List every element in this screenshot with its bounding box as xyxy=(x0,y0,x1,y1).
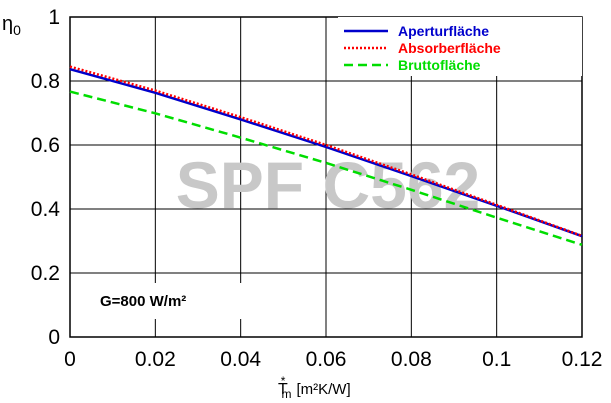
x-tick-label: 0.08 xyxy=(391,348,432,371)
y-tick-label: 0 xyxy=(48,326,60,349)
legend-label-apertur: Aperturfläche xyxy=(398,23,489,39)
y-tick-label: 1 xyxy=(48,6,60,29)
y-tick-label: 0.6 xyxy=(31,134,60,157)
x-tick-label: 0.12 xyxy=(562,348,603,371)
series-line-2 xyxy=(69,90,583,247)
legend: Aperturfläche Absorberfläche Bruttofläch… xyxy=(338,17,582,76)
y-axis-label: η0 xyxy=(2,13,21,38)
x-tick-label: 0 xyxy=(64,348,76,371)
x-tick-label: 0.06 xyxy=(306,348,347,371)
x-tick-label: 0.1 xyxy=(482,348,511,371)
x-tick-labels: 0 0.02 0.04 0.06 0.08 0.1 0.12 xyxy=(64,348,602,371)
annotation-label: G=800 W/m² xyxy=(100,293,186,310)
plot-area-border xyxy=(69,16,583,338)
y-tick-label: 0.8 xyxy=(31,70,60,93)
x-axis-label: T* m [m²K/W] xyxy=(278,374,351,401)
x-tick-label: 0.04 xyxy=(220,348,261,371)
series-line-1 xyxy=(69,65,583,238)
y-tick-labels: 0 0.2 0.4 0.6 0.8 1 xyxy=(31,6,61,349)
legend-label-absorber: Absorberfläche xyxy=(398,40,501,56)
annotation-box xyxy=(86,283,246,319)
x-tick-label: 0.02 xyxy=(135,348,176,371)
legend-label-brutto: Bruttofläche xyxy=(398,57,481,73)
watermark: SPF C562 xyxy=(176,148,480,222)
series-lines xyxy=(69,65,583,247)
y-tick-label: 0.4 xyxy=(31,198,61,221)
y-tick-label: 0.2 xyxy=(31,262,60,285)
